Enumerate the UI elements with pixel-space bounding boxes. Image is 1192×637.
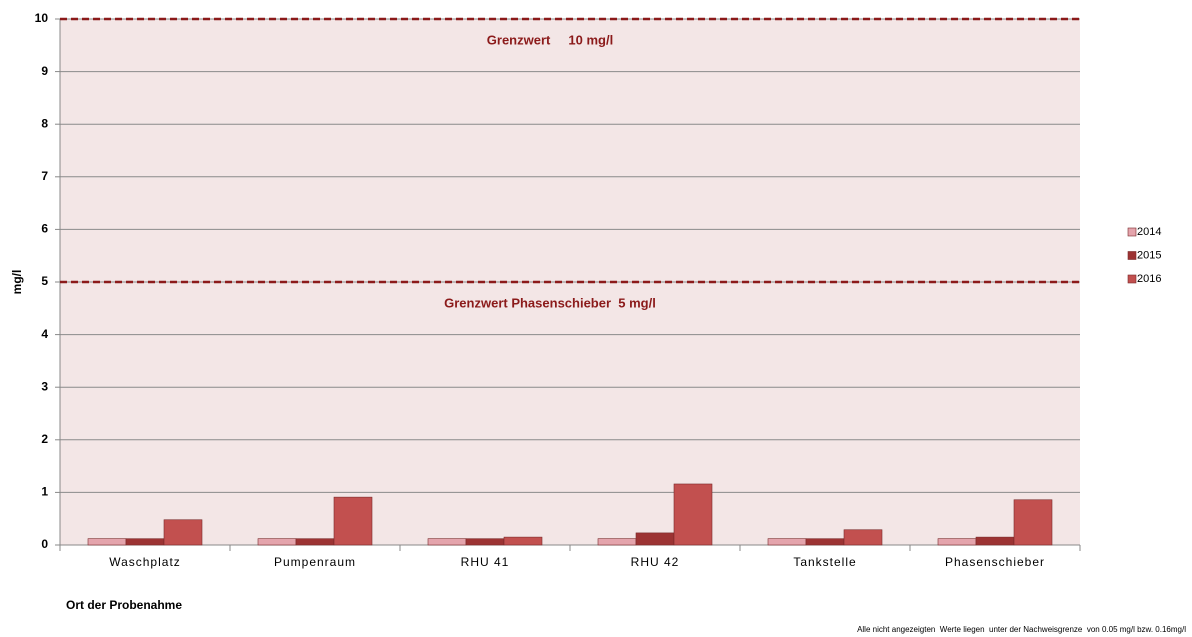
x-tick-label: Phasenschieber [945,555,1045,569]
y-tick-label: 10 [35,11,49,25]
bar [843,529,883,546]
legend-label: 2015 [1137,249,1161,261]
bar [87,538,127,546]
bar [1013,499,1053,546]
y-tick-label: 0 [41,537,48,551]
y-tick-label: 9 [41,64,48,78]
bar [635,532,675,546]
bar [333,496,373,546]
y-axis-label: mg/l [10,270,24,295]
bar [975,536,1015,546]
y-tick-label: 8 [41,116,48,130]
y-tick-label: 4 [41,327,48,341]
bar [503,536,543,546]
footnote: Alle nicht angezeigten Werte liegen unte… [857,625,1186,634]
x-axis-label: Ort der Probenahme [66,598,182,612]
bar [257,538,297,546]
bar [163,519,203,546]
bar [673,483,713,546]
y-tick-label: 1 [41,485,48,499]
bar [465,538,505,546]
x-tick-label: Tankstelle [793,555,856,569]
bar [937,538,977,546]
y-tick-label: 5 [41,274,48,288]
reference-label: Grenzwert Phasenschieber 5 mg/l [444,295,656,310]
reference-label: Grenzwert 10 mg/l [487,32,613,47]
legend-label: 2016 [1137,273,1161,285]
bar [767,538,807,546]
legend-label: 2014 [1137,226,1161,238]
x-tick-label: RHU 42 [631,555,680,569]
legend-swatch [1127,274,1137,284]
legend-swatch [1127,251,1137,260]
bar [597,538,637,546]
legend-swatch [1127,227,1137,237]
y-tick-label: 2 [41,432,48,446]
bar [805,538,845,546]
y-tick-label: 7 [41,169,48,183]
bar [427,538,467,546]
bar [295,538,335,546]
y-tick-label: 6 [41,222,48,236]
y-tick-label: 3 [41,379,48,393]
bar [125,538,165,546]
x-tick-label: Pumpenraum [274,555,356,569]
x-tick-label: Waschplatz [109,555,181,569]
x-tick-label: RHU 41 [461,555,510,569]
